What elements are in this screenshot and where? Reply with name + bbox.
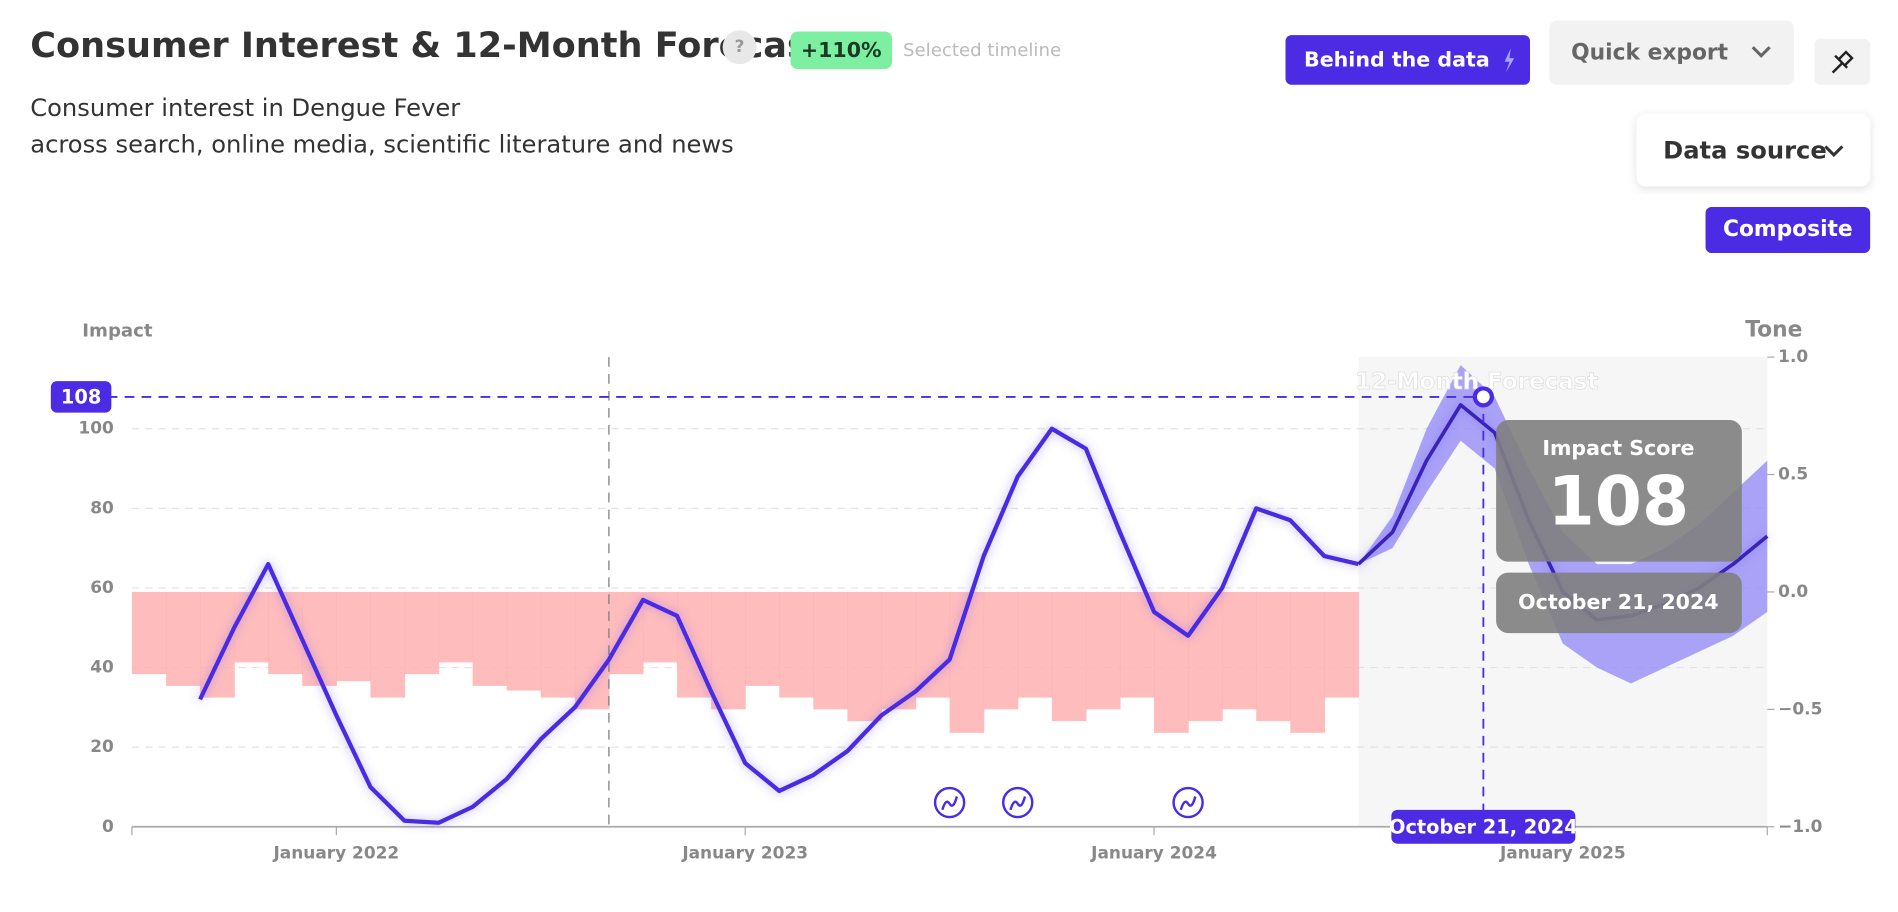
event-glyph [1009,796,1027,811]
dropdown-label: Data source [1663,136,1827,164]
tone-bar [166,591,201,686]
y-tick-label: 0 [102,816,114,836]
button[interactable] [1549,20,1794,85]
y-axis-label: Impact [82,321,153,342]
x-tick-label: January 2024 [1090,842,1217,862]
tone-bar [540,591,576,698]
tone-bar [1324,591,1360,698]
tone-bar [881,591,917,710]
y-tick-label: 80 [90,497,114,517]
value-badge-label: 108 [61,386,101,409]
tone-bar [813,591,849,710]
y-tick-label: 20 [90,736,114,756]
tone-bar [200,591,235,698]
tone-bar [711,591,746,710]
date-badge [1391,809,1576,844]
dropdown[interactable] [1636,113,1871,187]
tone-bar [506,591,542,691]
tone-bar [1256,591,1291,722]
button[interactable] [1705,207,1871,254]
tone-bar [234,591,269,663]
tone-bar [1051,591,1087,722]
subtitle: across search, online media, scientific … [30,130,734,158]
button-label: Composite [1723,217,1853,242]
value-badge [50,381,112,413]
tone-bar [1290,591,1325,733]
tone-bar [131,591,167,675]
change: +110% [801,38,882,62]
tone-bar [915,591,951,698]
tooltip-value: 108 [1548,462,1689,541]
tone-bar [1017,591,1053,698]
tone-bar [983,591,1019,710]
tooltip-title: Impact Score [1542,436,1694,460]
event-glyph [941,796,959,811]
button[interactable] [1285,35,1531,85]
tooltip [1496,572,1742,634]
y2-tick-label: −0.5 [1778,698,1822,718]
pin-icon [1831,50,1854,74]
tone-bar [302,591,337,686]
tone-bar [1222,591,1257,710]
y-tick-label: 60 [90,577,114,597]
change-badge [790,31,893,70]
subtitle: Consumer interest in Dengue Fever [30,94,460,122]
tone-bar [1119,591,1155,698]
bolt-icon [1504,48,1515,73]
y2-tick-label: −1.0 [1778,816,1822,836]
tooltip [1496,420,1742,562]
y-tick-label: 40 [90,657,114,677]
tone-bar [472,591,508,686]
x-tick-label: January 2025 [1499,842,1626,862]
tone-bar [404,591,440,675]
tone-bar [574,591,610,710]
help-icon[interactable] [722,30,757,65]
highlight-point [1472,386,1494,408]
date-badge-label: October 21, 2024 [1389,815,1578,838]
tone-bar [1085,591,1121,710]
tooltip-date: October 21, 2024 [1518,590,1718,614]
help-text: ? [735,36,745,56]
change-note: Selected timeline [903,40,1061,61]
tone-bar [336,591,372,682]
x-tick-label: January 2022 [272,842,399,862]
tone-bar [370,591,406,698]
tone-bar [847,591,883,722]
y2-tick-label: 0.0 [1778,581,1808,601]
button-label: Behind the data [1304,48,1490,72]
y2-tick-label: 1.0 [1778,346,1808,366]
tone-bar [745,591,780,686]
x-tick-label: January 2023 [681,842,808,862]
tone-bar [779,591,814,698]
tone-bar [949,591,985,733]
y2-axis-label: Tone [1745,317,1802,342]
y2-tick-label: 0.5 [1778,464,1808,484]
chevron [1751,46,1771,58]
event-glyph [1179,796,1197,811]
y-tick-label: 100 [78,418,113,438]
impact-line [198,426,1359,825]
chart: 0 20 40 60 80 100 1.0 0.5 0.0 −0.5 −1.0 Impact Tone J… [50,317,1822,862]
tone-bar [438,591,474,663]
title: Consumer Interest & 12-Month Forecast [30,25,824,66]
button-label: Quick export [1571,40,1728,65]
chevron [1824,145,1844,158]
